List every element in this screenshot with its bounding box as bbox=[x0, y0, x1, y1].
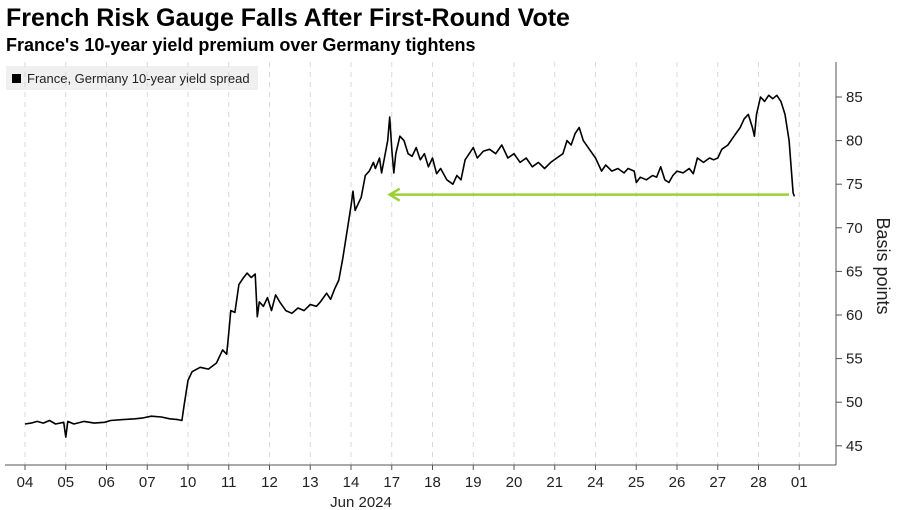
chart-subtitle: France's 10-year yield premium over Germ… bbox=[6, 35, 476, 55]
y-tick-label: 80 bbox=[846, 133, 863, 150]
x-tick-label: 05 bbox=[57, 474, 74, 491]
x-tick-label: 19 bbox=[465, 474, 482, 491]
x-tick-label: 07 bbox=[139, 474, 156, 491]
series-line bbox=[24, 94, 796, 438]
x-tick-label: 27 bbox=[709, 474, 726, 491]
x-tick-label: 17 bbox=[383, 474, 400, 491]
legend-label: France, Germany 10-year yield spread bbox=[27, 70, 250, 86]
y-tick-label: 75 bbox=[846, 176, 863, 193]
x-axis-title: Jun 2024 bbox=[330, 494, 392, 510]
x-tick-label: 25 bbox=[628, 474, 645, 491]
x-tick-label: 10 bbox=[180, 474, 197, 491]
annotation-arrow-head bbox=[387, 187, 401, 202]
legend-swatch bbox=[12, 73, 21, 83]
x-tick-label: 26 bbox=[669, 474, 686, 491]
x-tick-label: 12 bbox=[261, 474, 278, 491]
x-tick-label: 04 bbox=[17, 474, 34, 491]
y-tick-label: 70 bbox=[846, 220, 863, 237]
x-tick-label: 28 bbox=[750, 474, 767, 491]
x-tick-label: 11 bbox=[221, 474, 237, 491]
y-tick-label: 60 bbox=[846, 307, 863, 324]
y-tick-label: 45 bbox=[846, 438, 863, 455]
x-tick-label: 20 bbox=[506, 474, 523, 491]
x-tick-label: 24 bbox=[587, 474, 604, 491]
x-tick-label: 13 bbox=[302, 474, 319, 491]
x-tick-label: 21 bbox=[546, 474, 563, 491]
legend: France, Germany 10-year yield spread bbox=[6, 66, 258, 90]
x-tick-label: 01 bbox=[791, 474, 808, 491]
y-tick-label: 55 bbox=[846, 351, 863, 368]
x-tick-label: 06 bbox=[98, 474, 115, 491]
y-tick-label: 65 bbox=[846, 263, 863, 280]
x-tick-label: 18 bbox=[424, 474, 441, 491]
y-tick-label: 50 bbox=[846, 394, 863, 411]
x-tick-label: 14 bbox=[343, 474, 360, 491]
chart-title: French Risk Gauge Falls After First-Roun… bbox=[6, 4, 570, 32]
y-tick-label: 85 bbox=[846, 89, 863, 106]
y-axis-title: Basis points bbox=[873, 217, 893, 314]
